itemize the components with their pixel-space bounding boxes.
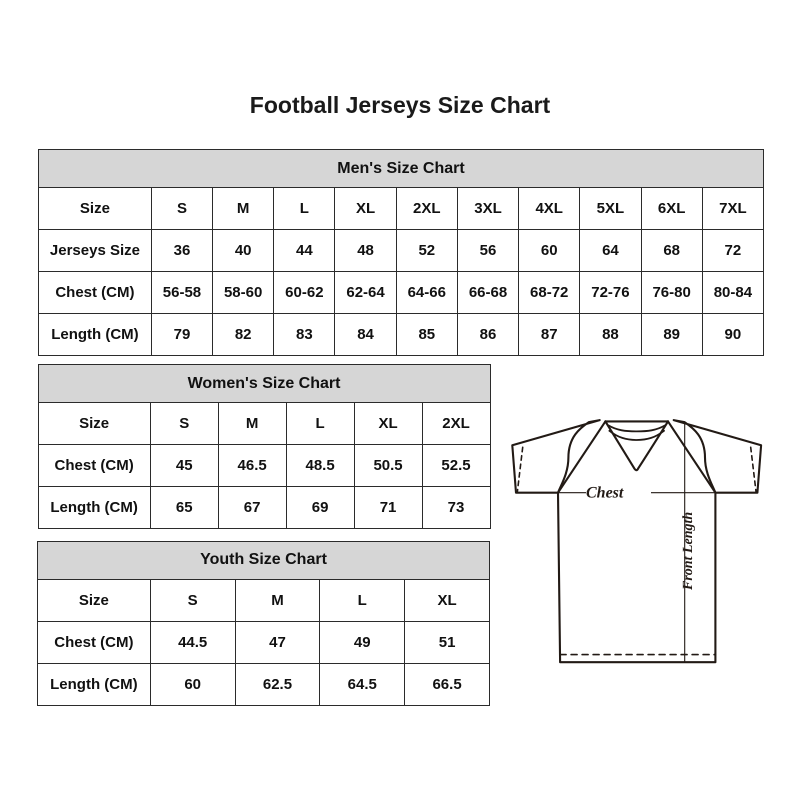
svg-text:Front Length: Front Length xyxy=(681,512,696,591)
svg-text:Chest: Chest xyxy=(586,485,624,502)
